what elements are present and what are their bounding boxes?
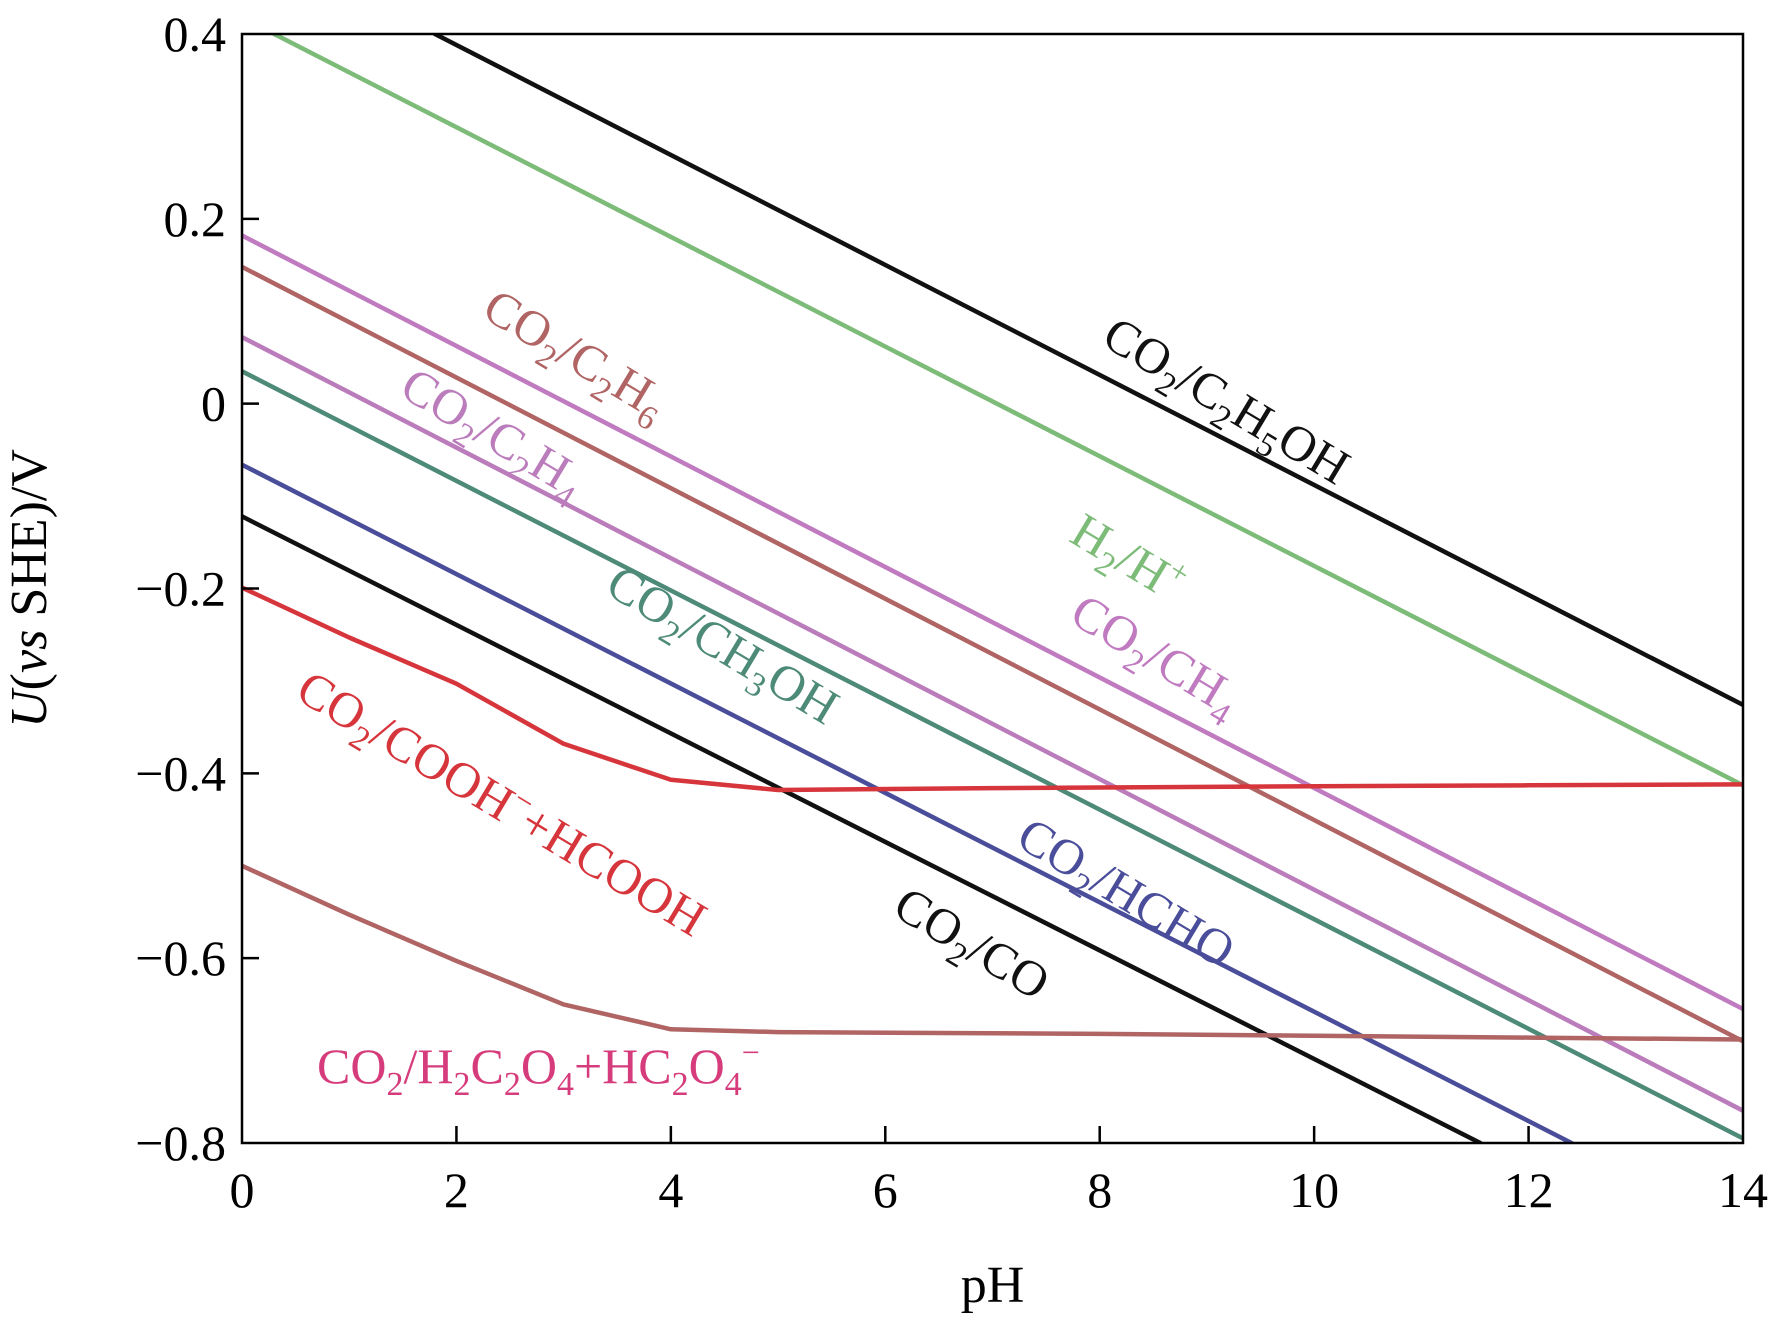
series-line-3 bbox=[242, 264, 1743, 1044]
y-axis-title: U(vs SHE)/V bbox=[1, 449, 58, 728]
x-tick-label: 8 bbox=[1087, 1162, 1112, 1218]
y-tick-label: −0.4 bbox=[135, 745, 226, 801]
y-tick-label: −0.2 bbox=[135, 561, 226, 617]
y-tick-label: −0.8 bbox=[135, 1115, 226, 1171]
series-line-8 bbox=[242, 585, 1743, 793]
series-line-7 bbox=[242, 514, 1483, 1143]
x-tick-label: 14 bbox=[1718, 1162, 1768, 1218]
x-tick-label: 10 bbox=[1289, 1162, 1339, 1218]
series-line-4 bbox=[242, 334, 1743, 1113]
series-label-8: CO2/COOH−+HCOOH bbox=[283, 656, 718, 955]
y-tick-label: 0.2 bbox=[164, 191, 227, 247]
y-tick-label: 0 bbox=[201, 376, 226, 432]
series-line-0 bbox=[432, 34, 1743, 708]
series-label-7: CO2/CO bbox=[880, 875, 1059, 1018]
series-label-2: CO2/CH4 bbox=[1057, 582, 1251, 734]
x-tick-label: 0 bbox=[230, 1162, 255, 1218]
series-line-5 bbox=[242, 369, 1743, 1141]
series-label-9: CO2/H2C2O4+HC2O4− bbox=[317, 1034, 760, 1103]
tick-layer: 0 2 4 6 8 10 12 14 0.4 0.2 0 −0.2 −0.4 −0.6 −0.8 bbox=[135, 6, 1768, 1218]
series-layer bbox=[242, 34, 1743, 1143]
x-tick-label: 4 bbox=[658, 1162, 683, 1218]
series-line-6 bbox=[242, 462, 1574, 1143]
series-line-2 bbox=[242, 233, 1743, 1012]
series-label-layer: CO2/C2H5OHH2/H+CO2/CH4CO2/C2H6CO2/C2H4CO… bbox=[283, 277, 1360, 1103]
y-tick-label: −0.6 bbox=[135, 930, 226, 986]
y-tick-label: 0.4 bbox=[164, 6, 227, 62]
series-label-4: CO2/C2H4 bbox=[387, 356, 595, 517]
x-tick-label: 12 bbox=[1504, 1162, 1554, 1218]
x-tick-label: 2 bbox=[444, 1162, 469, 1218]
x-axis-title: pH bbox=[961, 1257, 1025, 1314]
series-line-1 bbox=[271, 34, 1743, 788]
x-tick-label: 6 bbox=[873, 1162, 898, 1218]
series-line-9 bbox=[242, 863, 1743, 1042]
